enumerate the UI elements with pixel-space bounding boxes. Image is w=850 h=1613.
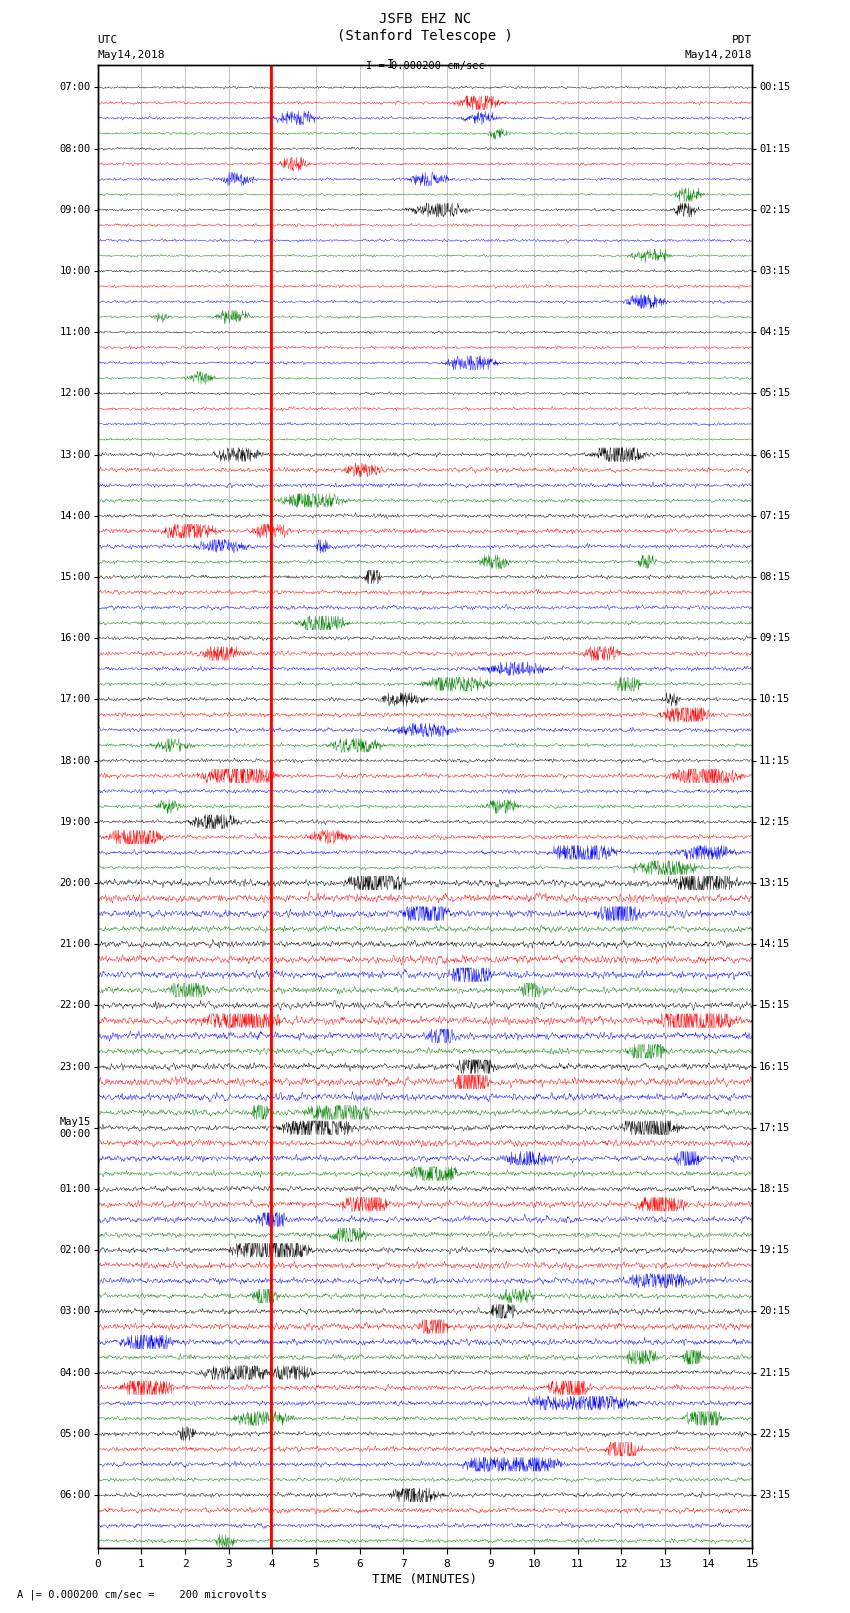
Text: UTC: UTC xyxy=(98,35,118,45)
Text: May14,2018: May14,2018 xyxy=(98,50,165,60)
Text: PDT: PDT xyxy=(732,35,752,45)
X-axis label: TIME (MINUTES): TIME (MINUTES) xyxy=(372,1573,478,1586)
Text: I = 0.000200 cm/sec: I = 0.000200 cm/sec xyxy=(366,61,484,71)
Title: JSFB EHZ NC
(Stanford Telescope ): JSFB EHZ NC (Stanford Telescope ) xyxy=(337,13,513,42)
Text: May14,2018: May14,2018 xyxy=(685,50,752,60)
Text: I: I xyxy=(388,58,394,71)
Text: A |= 0.000200 cm/sec =    200 microvolts: A |= 0.000200 cm/sec = 200 microvolts xyxy=(17,1589,267,1600)
